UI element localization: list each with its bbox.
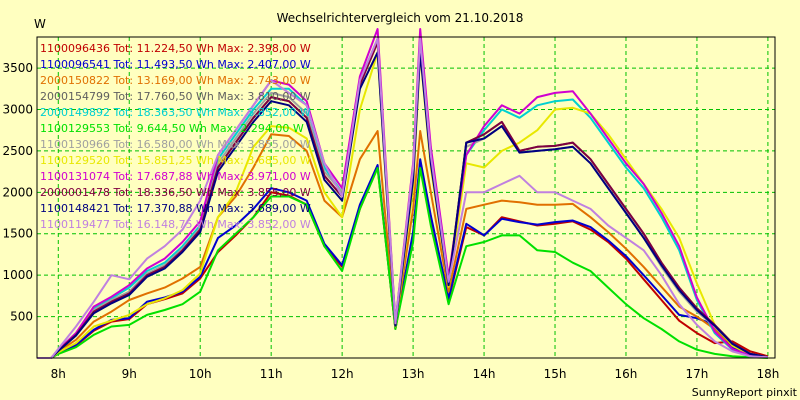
legend-entry: 1100129520 Tot: 15.851,25 Wh Max: 3.685,… (40, 154, 311, 167)
legend-entry: 1100131074 Tot: 17.687,88 Wh Max: 3.971,… (40, 170, 311, 183)
legend-entry: 2000149892 Tot: 18.363,50 Wh Max: 3.852,… (40, 106, 311, 119)
x-tick-label: 17h (686, 367, 709, 381)
y-tick-label: 3500 (2, 61, 33, 75)
legend-entry: 2000154799 Tot: 17.760,50 Wh Max: 3.810,… (40, 90, 311, 103)
credit-label: SunnyReport pinxit (692, 386, 798, 399)
x-ticks: 8h 9h 10h 11h 12h 13h 14h 15h 16h 17h 18h (51, 367, 780, 381)
x-tick-label: 10h (189, 367, 212, 381)
series-group (37, 28, 769, 359)
chart-title: Wechselrichtervergleich vom 21.10.2018 (277, 11, 524, 25)
y-tick-label: 500 (10, 310, 33, 324)
x-tick-label: 8h (51, 367, 66, 381)
y-tick-label: 1000 (2, 268, 33, 282)
legend-entry: 1100148421 Tot: 17.370,88 Wh Max: 3.689,… (40, 202, 311, 215)
x-tick-label: 18h (756, 367, 779, 381)
y-tick-label: 2000 (2, 185, 33, 199)
x-tick-label: 12h (331, 367, 354, 381)
legend-entry: 1100129553 Tot: 9.644,50 Wh Max: 2.294,0… (40, 122, 304, 135)
x-tick-label: 13h (402, 367, 425, 381)
x-tick-label: 11h (260, 367, 283, 381)
plot-border (36, 36, 776, 359)
y-tick-label: 2500 (2, 144, 33, 158)
series-line (37, 158, 769, 359)
x-tick-label: 14h (473, 367, 496, 381)
legend: 1100096436 Tot: 11.224,50 Wh Max: 2.398,… (40, 42, 311, 231)
x-tick-label: 15h (544, 367, 567, 381)
legend-entry: 1100096541 Tot: 11.493,50 Wh Max: 2.407,… (40, 58, 311, 71)
x-tick-label: 16h (615, 367, 638, 381)
legend-entry: 1100130966 Tot: 16.580,00 Wh Max: 3.855,… (40, 138, 311, 151)
x-tick-label: 9h (122, 367, 137, 381)
y-axis-unit: W (34, 17, 46, 31)
y-ticks: 500 1000 1500 2000 2500 3000 3500 (2, 61, 33, 324)
series-line (37, 130, 769, 359)
series-line (37, 37, 768, 359)
legend-entry: 2000150822 Tot: 13.169,00 Wh Max: 2.743,… (40, 74, 311, 87)
legend-entry: 2000001478 Tot: 18.336,50 Wh Max: 3.855,… (40, 186, 311, 199)
y-tick-label: 3000 (2, 102, 33, 116)
legend-entry: 1100096436 Tot: 11.224,50 Wh Max: 2.398,… (40, 42, 311, 55)
legend-entry: 1100119477 Tot: 16.148,75 Wh Max: 3.852,… (40, 218, 311, 231)
y-tick-label: 1500 (2, 227, 33, 241)
series-line (37, 167, 768, 359)
